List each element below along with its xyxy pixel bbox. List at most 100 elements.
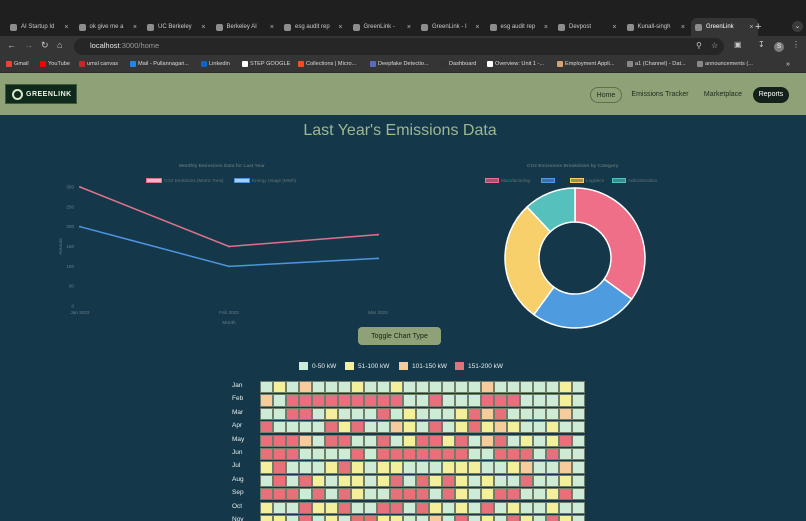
heatmap-cell[interactable]: [377, 394, 390, 407]
heatmap-cell[interactable]: [468, 434, 481, 447]
legend-co2[interactable]: CO2 Emissions (Metric Tons): [146, 178, 223, 183]
heatmap-cell[interactable]: [351, 474, 364, 488]
heatmap-cell[interactable]: [559, 394, 572, 407]
heatmap-cell[interactable]: [351, 421, 364, 434]
heatmap-cell[interactable]: [481, 448, 494, 461]
heatmap-cell[interactable]: [572, 407, 585, 421]
heatmap-cell[interactable]: [416, 448, 429, 461]
browser-tab[interactable]: esg audit rep ×: [486, 18, 553, 36]
heatmap-cell[interactable]: [455, 488, 468, 501]
heatmap-cell[interactable]: [403, 461, 416, 474]
browser-tab[interactable]: Berkeley AI ×: [212, 18, 279, 36]
bookmark-item[interactable]: Gmail: [6, 61, 29, 67]
heatmap-cell[interactable]: [520, 501, 533, 514]
heatmap-cell[interactable]: [442, 515, 455, 521]
heatmap-cell[interactable]: [520, 394, 533, 407]
heatmap-cell[interactable]: [520, 515, 533, 521]
heatmap-cell[interactable]: [442, 501, 455, 514]
heatmap-cell[interactable]: [507, 515, 520, 521]
heatmap-cell[interactable]: [429, 501, 442, 514]
heatmap-cell[interactable]: [507, 461, 520, 474]
heatmap-cell[interactable]: [429, 434, 442, 447]
heatmap-cell[interactable]: [429, 421, 442, 434]
heatmap-cell[interactable]: [481, 461, 494, 474]
tab-close-icon[interactable]: ×: [543, 23, 548, 31]
heatmap-cell[interactable]: [312, 381, 325, 394]
heatmap-cell[interactable]: [429, 515, 442, 521]
heatmap-cell[interactable]: [273, 394, 286, 407]
heatmap-cell[interactable]: [546, 381, 559, 394]
heatmap-cell[interactable]: [572, 448, 585, 461]
heatmap-cell[interactable]: [559, 421, 572, 434]
heatmap-cell[interactable]: [416, 434, 429, 447]
heatmap-cell[interactable]: [481, 421, 494, 434]
heatmap-cell[interactable]: [338, 501, 351, 514]
line-point[interactable]: [377, 257, 379, 260]
heatmap-cell[interactable]: [533, 381, 546, 394]
heatmap-cell[interactable]: [572, 421, 585, 434]
heatmap-cell[interactable]: [559, 381, 572, 394]
heatmap-cell[interactable]: [468, 515, 481, 521]
heatmap-cell[interactable]: [520, 381, 533, 394]
heatmap-cell[interactable]: [299, 461, 312, 474]
heatmap-cell[interactable]: [403, 474, 416, 488]
heatmap-cell[interactable]: [481, 407, 494, 421]
line-point[interactable]: [228, 265, 230, 268]
heatmap-cell[interactable]: [494, 407, 507, 421]
bookmark-star-icon[interactable]: ☆: [711, 41, 719, 50]
heatmap-cell[interactable]: [455, 394, 468, 407]
heatmap-cell[interactable]: [312, 394, 325, 407]
heatmap-cell[interactable]: [546, 394, 559, 407]
browser-tab[interactable]: GreenLink - ×: [349, 18, 416, 36]
heatmap-cell[interactable]: [494, 381, 507, 394]
heatmap-cell[interactable]: [390, 394, 403, 407]
tab-close-icon[interactable]: ×: [338, 23, 343, 31]
extensions-icon[interactable]: ▣: [734, 40, 742, 49]
heatmap-cell[interactable]: [377, 501, 390, 514]
heatmap-cell[interactable]: [455, 501, 468, 514]
heatmap-cell[interactable]: [507, 421, 520, 434]
heatmap-cell[interactable]: [533, 434, 546, 447]
heatmap-cell[interactable]: [273, 461, 286, 474]
heatmap-cell[interactable]: [429, 461, 442, 474]
heatmap-cell[interactable]: [533, 461, 546, 474]
heatmap-cell[interactable]: [494, 488, 507, 501]
heatmap-cell[interactable]: [572, 461, 585, 474]
bookmark-item[interactable]: Deepfake Detectio...: [370, 61, 429, 67]
heatmap-cell[interactable]: [559, 434, 572, 447]
donut-legend-item[interactable]: Logistics: [570, 178, 604, 183]
heatmap-cell[interactable]: [260, 501, 273, 514]
heatmap-cell[interactable]: [481, 474, 494, 488]
heatmap-cell[interactable]: [494, 461, 507, 474]
heatmap-cell[interactable]: [546, 434, 559, 447]
donut-slice[interactable]: [504, 205, 555, 316]
heatmap-cell[interactable]: [403, 515, 416, 521]
heatmap-cell[interactable]: [442, 434, 455, 447]
heatmap-cell[interactable]: [286, 434, 299, 447]
heatmap-cell[interactable]: [572, 434, 585, 447]
bookmark-item[interactable]: Overview: Unit 1 -...: [487, 61, 544, 67]
heatmap-cell[interactable]: [260, 407, 273, 421]
heatmap-cell[interactable]: [351, 381, 364, 394]
heatmap-cell[interactable]: [403, 501, 416, 514]
heatmap-cell[interactable]: [338, 448, 351, 461]
heatmap-cell[interactable]: [377, 421, 390, 434]
heatmap-cell[interactable]: [546, 448, 559, 461]
heatmap-cell[interactable]: [338, 421, 351, 434]
forward-arrow-icon[interactable]: →: [24, 40, 33, 50]
heatmap-cell[interactable]: [546, 407, 559, 421]
legend-energy[interactable]: Energy Usage (MWh): [234, 178, 296, 183]
heatmap-cell[interactable]: [325, 474, 338, 488]
heatmap-cell[interactable]: [377, 515, 390, 521]
heatmap-cell[interactable]: [520, 434, 533, 447]
tab-close-icon[interactable]: ×: [201, 23, 206, 31]
heatmap-cell[interactable]: [468, 461, 481, 474]
heatmap-cell[interactable]: [494, 421, 507, 434]
line-point[interactable]: [79, 225, 81, 228]
browser-tab[interactable]: GreenLink - I ×: [417, 18, 484, 36]
heatmap-cell[interactable]: [546, 501, 559, 514]
heatmap-cell[interactable]: [390, 474, 403, 488]
heatmap-cell[interactable]: [286, 461, 299, 474]
heatmap-cell[interactable]: [520, 421, 533, 434]
heatmap-cell[interactable]: [572, 501, 585, 514]
